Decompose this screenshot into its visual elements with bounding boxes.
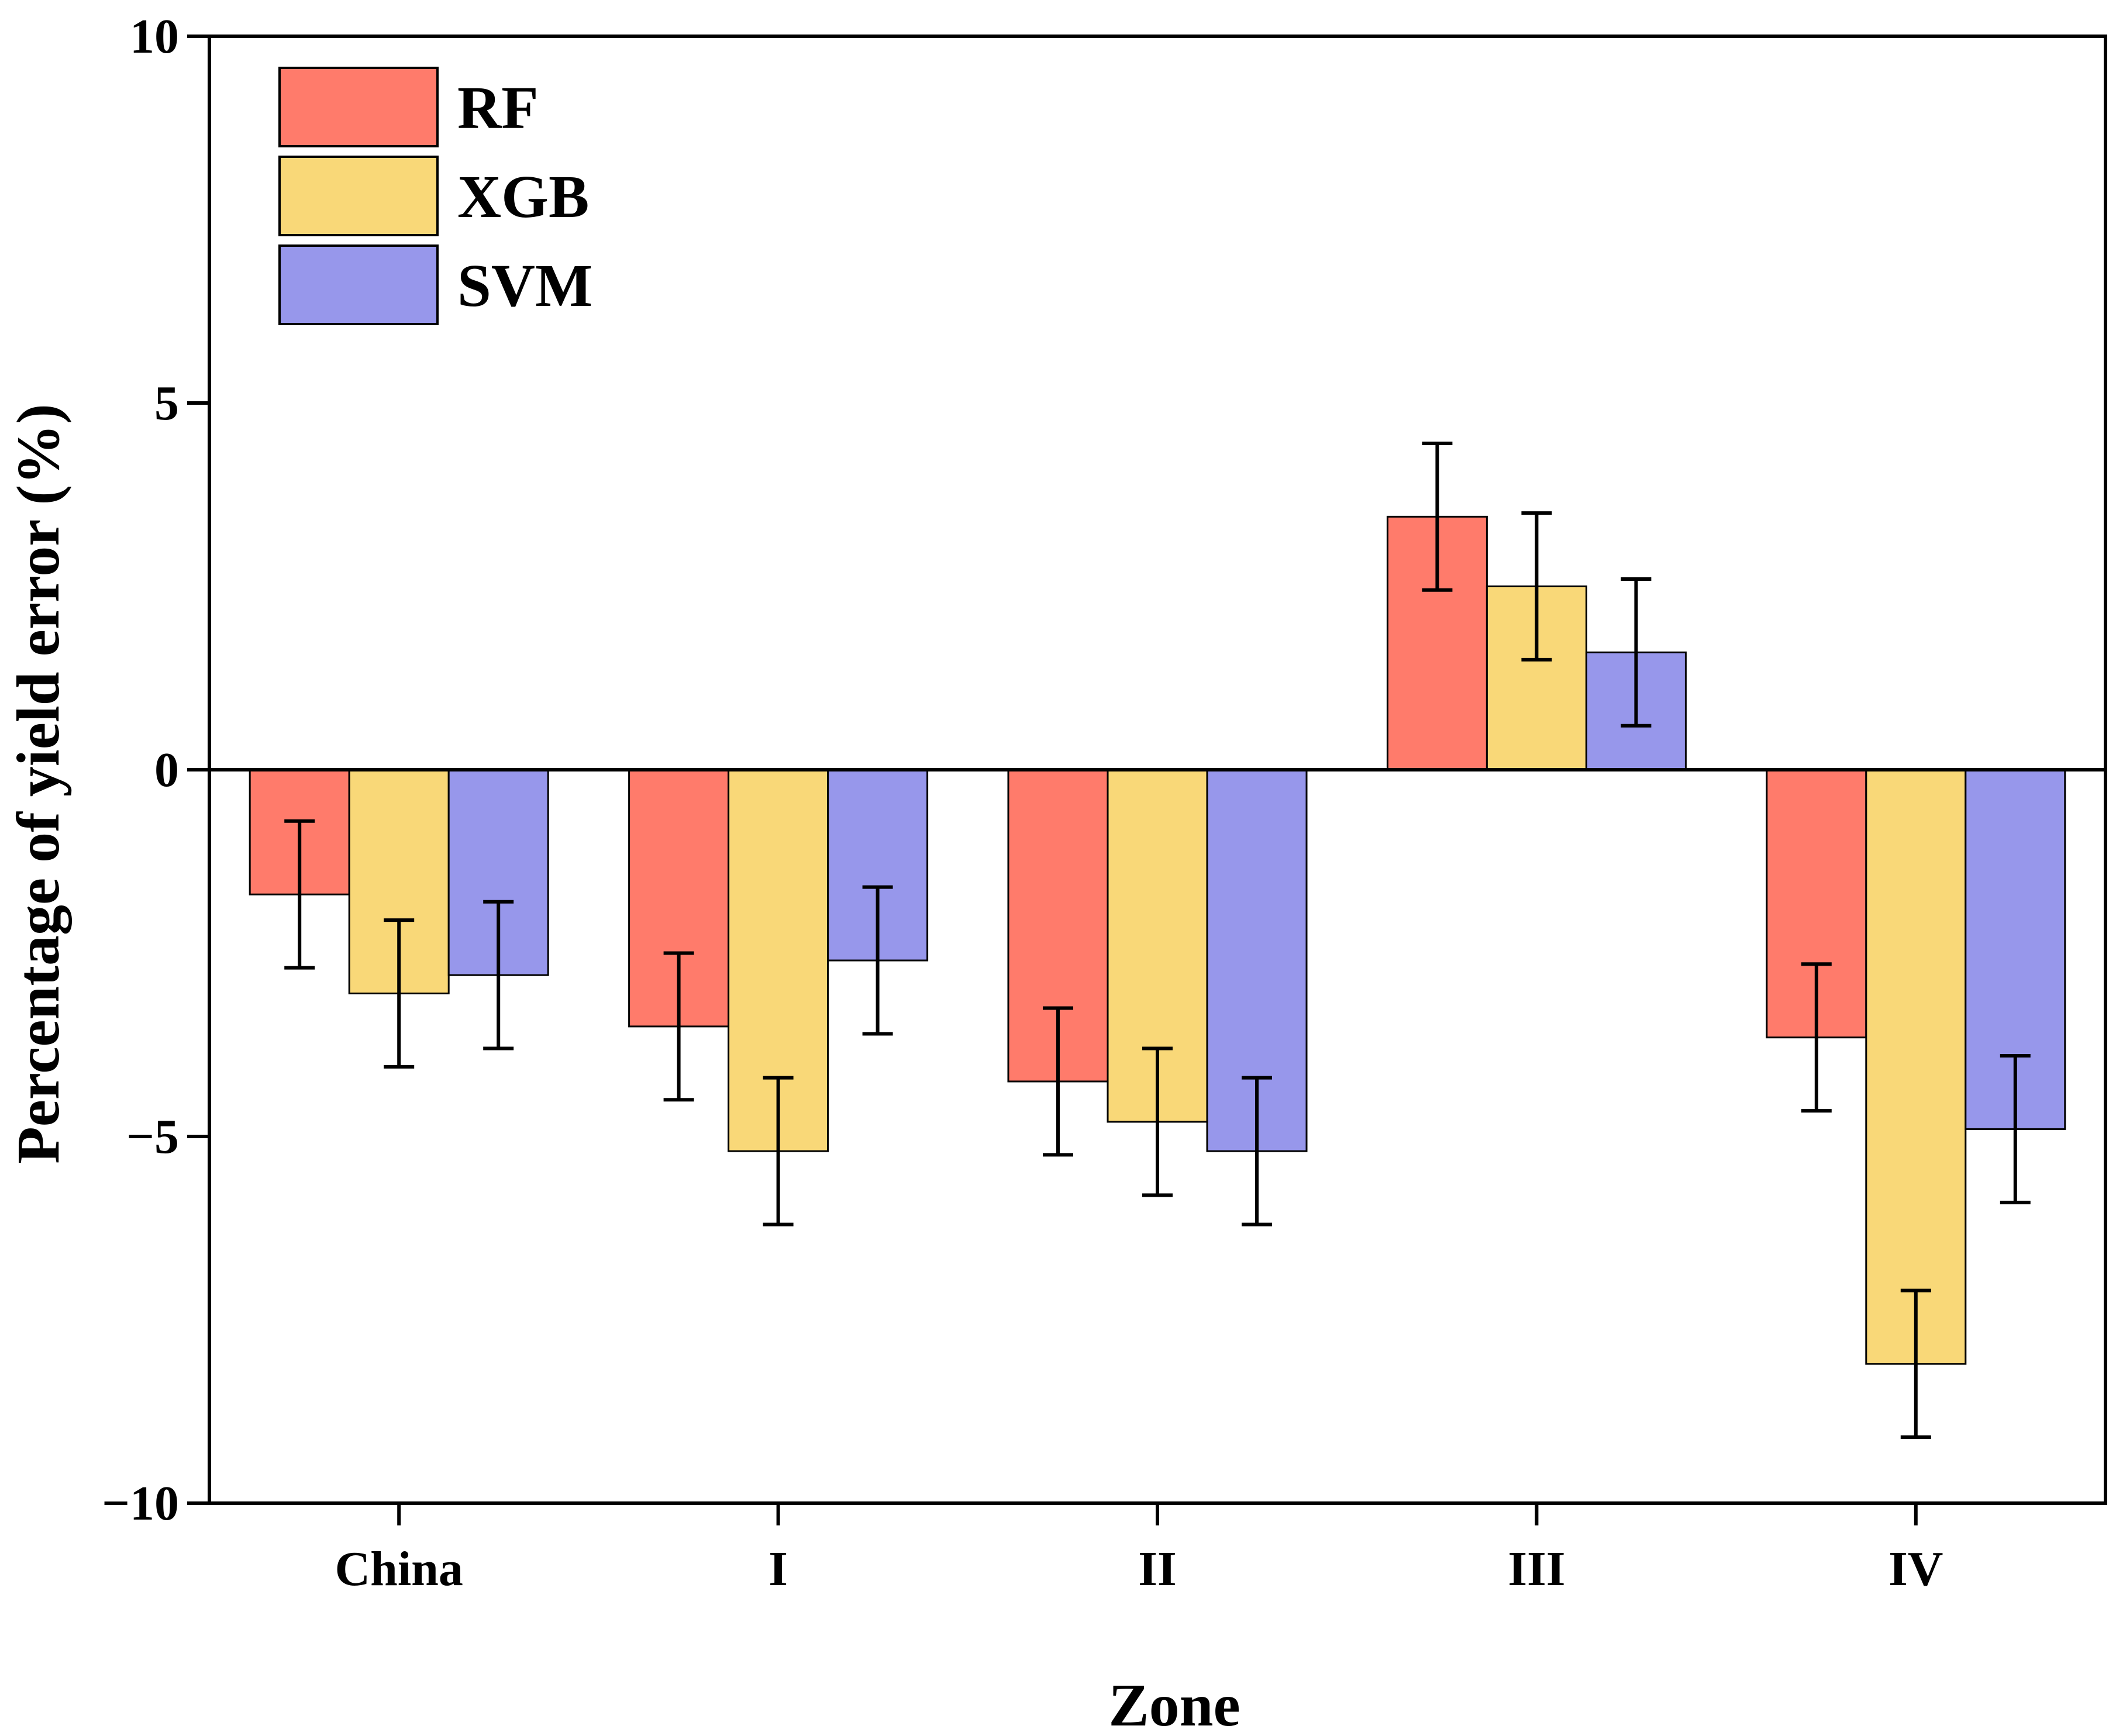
x-tick-label-ii: II — [1138, 1542, 1176, 1596]
bar-xgb-iv — [1865, 769, 1967, 1365]
y-tick-label-0: 10 — [130, 9, 179, 64]
bars-layer — [249, 515, 2066, 1365]
y-tick-label-1: 5 — [154, 376, 179, 430]
y-tick-label-2: 0 — [154, 743, 179, 797]
x-axis-title: Zone — [1108, 1672, 1240, 1736]
y-tick-label-3: −5 — [126, 1110, 179, 1164]
x-tick-label-i: I — [768, 1542, 788, 1596]
x-tick-label-iv: IV — [1888, 1542, 1943, 1596]
x-tick-label-china: China — [335, 1542, 463, 1596]
legend: RF XGB SVM — [278, 67, 592, 325]
legend-label-rf: RF — [457, 74, 539, 142]
legend-swatch-rf — [278, 67, 439, 147]
y-tick-label-4: −10 — [102, 1476, 179, 1531]
legend-label-xgb: XGB — [457, 163, 589, 230]
y-axis-title: Percentage of yield error (%) — [5, 404, 72, 1164]
legend-swatch-xgb — [278, 156, 439, 236]
x-tick-label-iii: III — [1508, 1542, 1565, 1596]
legend-label-svm: SVM — [457, 252, 592, 319]
legend-swatch-svm — [278, 244, 439, 325]
error-bars-layer — [284, 441, 2031, 1439]
